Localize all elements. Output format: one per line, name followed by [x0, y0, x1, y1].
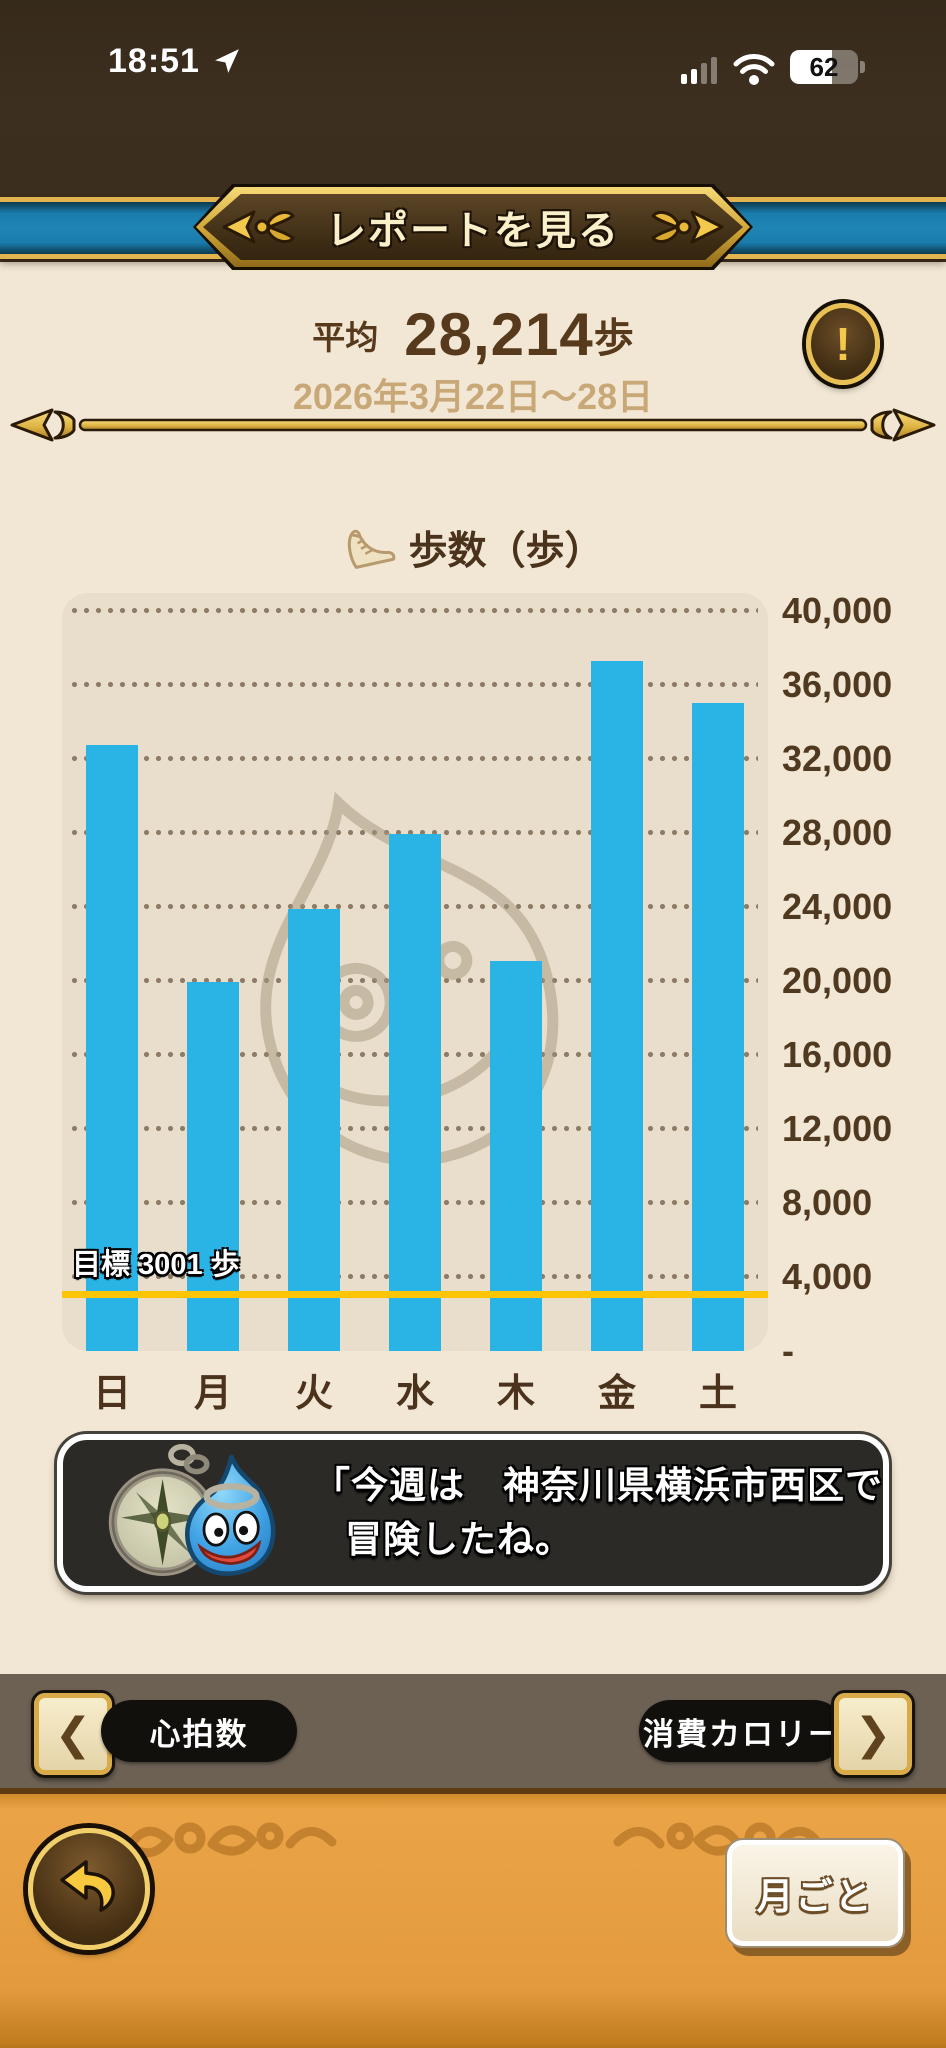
- y-axis-tick-label: 32,000: [782, 738, 893, 779]
- banner-title: レポートを見る: [326, 209, 620, 253]
- report-banner: レポートを見る: [193, 184, 753, 270]
- gridline: [72, 830, 758, 835]
- gridline: [72, 608, 758, 613]
- x-axis-label-土: 土: [698, 1373, 737, 1415]
- gridline: [72, 682, 758, 687]
- bar-水: [389, 834, 441, 1351]
- monthly-toggle-button[interactable]: 月ごと: [725, 1838, 905, 1948]
- metric-switcher: ❮ 心拍数 消費カロリー ❯: [0, 1674, 946, 1788]
- y-axis-tick-label: 24,000: [782, 886, 893, 927]
- goal-label: 目標 3001 歩: [72, 1249, 240, 1281]
- y-axis-tick-label: -: [782, 1330, 794, 1371]
- prev-metric-label[interactable]: 心拍数: [101, 1700, 297, 1762]
- info-alert-button[interactable]: !: [806, 303, 880, 385]
- clock: 18:51: [108, 42, 200, 80]
- x-axis-label-木: 木: [496, 1373, 535, 1415]
- bar-金: [591, 661, 643, 1351]
- y-axis-tick-label: 4,000: [782, 1256, 873, 1297]
- y-axis-tick-label: 36,000: [782, 664, 893, 705]
- shoe-icon: [348, 529, 396, 569]
- gridline: [72, 756, 758, 761]
- y-axis-tick-label: 8,000: [782, 1182, 873, 1223]
- ornate-divider: [10, 408, 936, 442]
- bar-木: [490, 961, 542, 1351]
- next-metric-label[interactable]: 消費カロリー: [639, 1700, 845, 1762]
- next-metric-button[interactable]: ❯: [831, 1690, 915, 1778]
- status-bar: 18:51 62: [0, 40, 946, 86]
- exclamation-icon: !: [835, 318, 851, 370]
- chart-title-row: 歩数（歩）: [0, 520, 946, 576]
- dialog-text: 「今週は 神奈川県横浜市西区で 冒険したね。: [313, 1440, 883, 1586]
- x-axis-label-日: 日: [92, 1373, 131, 1415]
- y-axis-tick-label: 28,000: [782, 812, 893, 853]
- bar-月: [187, 982, 239, 1351]
- dialog-line-2: 冒険したね。: [345, 1519, 573, 1560]
- y-axis-tick-label: 20,000: [782, 960, 893, 1001]
- average-unit: 歩: [593, 316, 634, 361]
- back-button[interactable]: [28, 1828, 150, 1950]
- fleur-arrow-right-icon: [651, 210, 724, 244]
- battery-nub: [860, 61, 865, 73]
- date-range: 2026年3月22日〜28日: [292, 376, 654, 417]
- cellular-signal-icon: [681, 56, 723, 84]
- plot-area: 目標 3001 歩: [62, 593, 768, 1351]
- bar-土: [692, 703, 744, 1351]
- wifi-icon: [733, 54, 775, 85]
- average-steps: 平均 28,214歩: [0, 300, 946, 369]
- chart-title: 歩数（歩）: [408, 530, 604, 573]
- fleur-arrow-left-icon: [222, 210, 295, 244]
- goal-line: [62, 1291, 768, 1298]
- chevron-right-icon: ❯: [854, 1709, 892, 1759]
- x-axis-label-金: 金: [597, 1373, 636, 1415]
- average-label: 平均: [312, 318, 379, 356]
- y-axis-tick-label: 40,000: [782, 590, 893, 631]
- bar-火: [288, 909, 340, 1351]
- battery-icon: 62: [790, 50, 858, 84]
- y-axis-tick-label: 12,000: [782, 1108, 893, 1149]
- average-value: 28,214: [404, 301, 594, 368]
- slime-compass-icon: [108, 1444, 276, 1577]
- x-axis-label-水: 水: [395, 1373, 434, 1415]
- battery-percent: 62: [809, 51, 839, 82]
- footer-ornament-left: [125, 1822, 337, 1858]
- location-arrow-icon: [215, 49, 239, 73]
- bar-日: [86, 745, 138, 1351]
- return-arrow-icon: [60, 1860, 115, 1912]
- x-axis-label-月: 月: [193, 1373, 232, 1415]
- chevron-left-icon: ❮: [54, 1709, 92, 1759]
- dialog-line-1: 「今週は 神奈川県横浜市西区で: [313, 1465, 883, 1506]
- y-axis-tick-label: 16,000: [782, 1034, 893, 1075]
- x-axis-label-火: 火: [294, 1373, 333, 1415]
- message-dialog: 「今週は 神奈川県横浜市西区で 冒険したね。: [57, 1434, 889, 1592]
